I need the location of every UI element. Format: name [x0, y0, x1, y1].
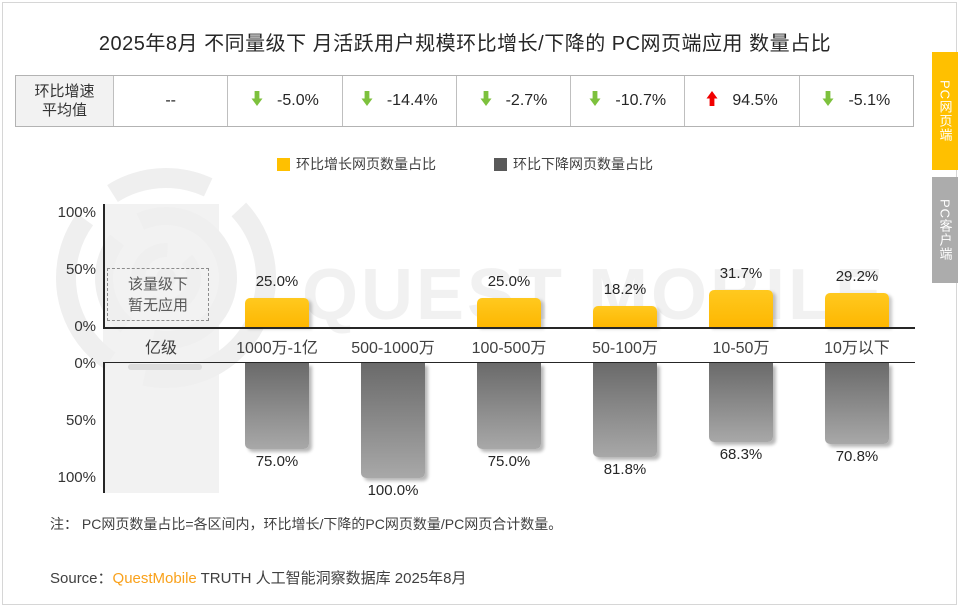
decline-bar-value-5: 68.3% [719, 445, 763, 463]
source-suffix: TRUTH 人工智能洞察数据库 2025年8月 [196, 570, 467, 587]
growth-bar-5 [709, 289, 773, 327]
growth-bar-6 [825, 292, 889, 327]
decline-bar-value-2: 100.0% [367, 482, 419, 499]
tab-1[interactable]: PC客户端 [932, 177, 958, 283]
summary-cell-1: -5.0% [227, 76, 341, 126]
legend-label: 环比增长网页数量占比 [296, 156, 436, 172]
summary-cell-value: -5.1% [848, 92, 891, 109]
down-arrow-icon [361, 91, 373, 111]
y-axis-bottom [103, 363, 105, 493]
top-axis-tick: 0% [74, 318, 96, 335]
down-arrow-icon [480, 91, 492, 111]
decline-bar-6 [825, 363, 889, 445]
growth-bar-3 [477, 297, 541, 327]
growth-bar-value-6: 29.2% [835, 267, 879, 285]
growth-bar-4 [593, 305, 657, 327]
summary-cell-2: -14.4% [341, 76, 456, 126]
bottom-axis-tick: 0% [74, 355, 96, 372]
legend-item-1: 环比下降网页数量占比 [494, 154, 653, 174]
summary-cell-6: -5.1% [798, 76, 913, 126]
legend-swatch-icon [277, 157, 290, 171]
category-label-1: 1000万-1亿 [236, 340, 318, 357]
legend-swatch-icon [494, 157, 507, 171]
summary-cell-value: -- [165, 92, 176, 109]
x-axis-top [103, 327, 915, 329]
decline-bar-3 [477, 363, 541, 450]
summary-cell-value: -10.7% [615, 92, 667, 109]
summary-cell-5: 94.5% [684, 76, 798, 126]
page-title: 2025年8月 不同量级下 月活跃用户规模环比增长/下降的 PC网页端应用 数量… [98, 33, 832, 55]
growth-rate-summary-table: 环比增速 平均值 -- -5.0% -14.4% -2.7% -10.7% 94.5% -5… [15, 75, 914, 127]
tab-active-0[interactable]: PC网页端 [932, 52, 958, 170]
category-label-6: 10万以下 [824, 340, 890, 357]
decline-bar-2 [361, 363, 425, 478]
down-arrow-icon [822, 91, 834, 111]
growth-bar-value-5: 31.7% [719, 264, 763, 282]
decline-bar-value-3: 75.0% [487, 453, 531, 471]
growth-bar-value-4: 18.2% [603, 280, 647, 298]
footnote: 注： PC网页数量占比=各区间内，环比增长/下降的PC网页数量/PC网页合计数量… [50, 516, 563, 532]
down-arrow-icon [251, 91, 263, 111]
source-prefix: Source： [50, 570, 113, 587]
growth-bar-value-1: 25.0% [255, 272, 299, 290]
category-label-4: 50-100万 [592, 340, 658, 357]
summary-cell-0: -- [113, 76, 227, 126]
decline-bar-1 [245, 363, 309, 450]
growth-bar-1 [245, 297, 309, 327]
decline-bar-value-1: 75.0% [255, 453, 299, 471]
decline-bar-5 [709, 363, 773, 442]
y-axis-top [103, 204, 105, 327]
legend-item-0: 环比增长网页数量占比 [277, 154, 436, 174]
summary-cell-3: -2.7% [455, 76, 570, 126]
bottom-axis-tick: 100% [57, 469, 96, 486]
summary-header-line1: 环比增速 [34, 83, 95, 100]
no-data-box: 该量级下 暂无应用 [107, 268, 209, 321]
category-label-3: 100-500万 [471, 340, 547, 357]
bottom-axis-tick: 50% [65, 412, 96, 429]
category-label-2: 500-1000万 [351, 340, 435, 357]
source-line: Source：QuestMobile TRUTH 人工智能洞察数据库 2025年… [50, 567, 467, 588]
category-label-0: 亿级 [144, 340, 177, 357]
summary-cell-value: 94.5% [732, 92, 778, 109]
x-axis-bottom [103, 361, 915, 363]
decline-bar-value-6: 70.8% [835, 448, 879, 466]
summary-cell-4: -10.7% [570, 76, 684, 126]
summary-header-line2: 平均值 [41, 102, 87, 119]
growth-bar-value-3: 25.0% [487, 272, 531, 290]
decline-bar-value-4: 81.8% [603, 461, 647, 479]
up-arrow-icon [706, 91, 718, 111]
top-axis-tick: 100% [57, 204, 96, 221]
summary-cell-value: -2.7% [505, 92, 548, 109]
summary-cell-value: -14.4% [386, 92, 438, 109]
top-axis-tick: 50% [65, 261, 96, 278]
summary-table-header: 环比增速 平均值 [16, 76, 113, 126]
source-brand: QuestMobile [112, 570, 197, 587]
category-label-5: 10-50万 [712, 340, 770, 357]
chart-legend: 环比增长网页数量占比 环比下降网页数量占比 [0, 154, 930, 174]
decline-bar-4 [593, 363, 657, 458]
watermark-text: QUEST MOBILE [302, 255, 887, 335]
legend-label: 环比下降网页数量占比 [513, 156, 653, 172]
down-arrow-icon [589, 91, 601, 111]
summary-cell-value: -5.0% [277, 92, 319, 109]
